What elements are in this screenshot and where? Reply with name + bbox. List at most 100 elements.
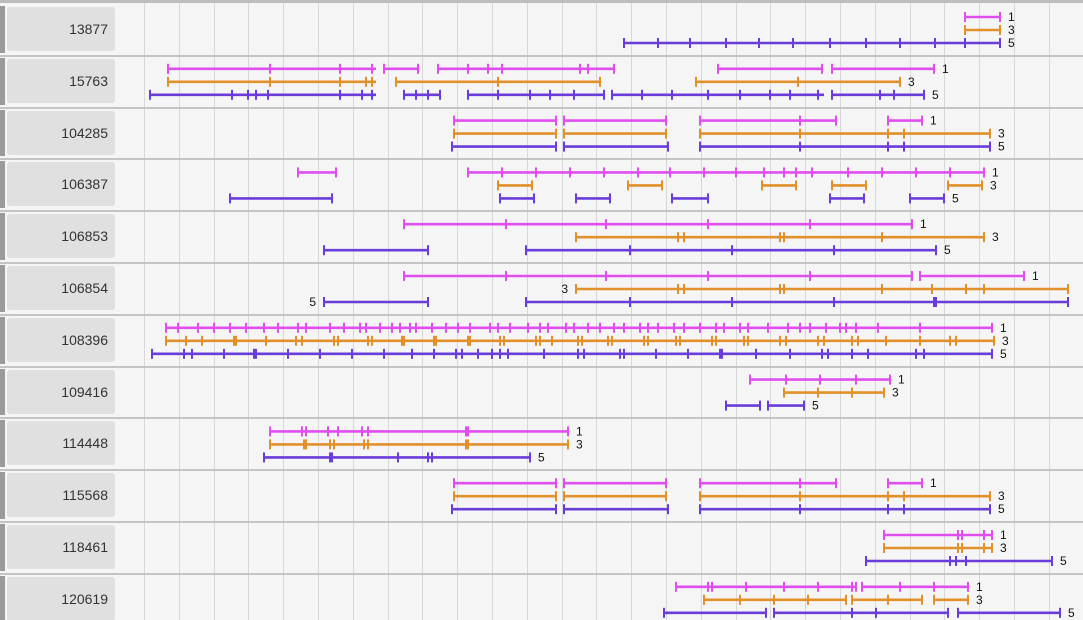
- row-label-106854[interactable]: 106854: [7, 266, 115, 310]
- grid-line: [457, 0, 458, 620]
- track-frame-1[interactable]: 1: [167, 62, 949, 76]
- track-frame-3[interactable]: 3: [783, 386, 899, 400]
- row-drag-handle[interactable]: [0, 420, 5, 468]
- track-frame-3[interactable]: 3: [497, 178, 997, 192]
- frame-label: 5: [309, 295, 316, 309]
- track-frame-5[interactable]: 5: [451, 502, 1005, 516]
- frame-label: 3: [998, 489, 1005, 503]
- track-frame-3[interactable]: 3: [453, 127, 1005, 141]
- grid-line: [770, 0, 771, 620]
- grid-line: [736, 0, 737, 620]
- frame-label: 5: [538, 450, 545, 464]
- track-frame-5[interactable]: 5: [229, 191, 959, 205]
- row-drag-handle[interactable]: [0, 316, 5, 364]
- track-frame-5[interactable]: 5: [149, 88, 939, 102]
- track-frame-3[interactable]: 3: [561, 282, 1069, 296]
- grid-line: [910, 0, 911, 620]
- track-frame-1[interactable]: 1: [453, 476, 937, 490]
- row-label-114448[interactable]: 114448: [7, 421, 115, 466]
- frame-label: 5: [812, 399, 819, 413]
- track-frame-3[interactable]: 3: [453, 489, 1005, 503]
- grid-line: [318, 0, 319, 620]
- grid-line: [492, 0, 493, 620]
- row-label-106387[interactable]: 106387: [7, 162, 115, 207]
- row-label-118461[interactable]: 118461: [7, 525, 115, 569]
- track-frame-5[interactable]: 5: [623, 36, 1015, 50]
- grid-line: [214, 0, 215, 620]
- track-frame-3[interactable]: 3: [269, 437, 583, 451]
- grid-line: [944, 0, 945, 620]
- row-drag-handle[interactable]: [0, 472, 5, 519]
- row-drag-handle[interactable]: [0, 575, 5, 620]
- frame-label: 3: [1002, 334, 1009, 348]
- track-frame-5[interactable]: 5: [323, 243, 951, 257]
- row-separator: [0, 572, 1083, 575]
- frame-label: 1: [930, 114, 937, 128]
- row-separator: [0, 106, 1083, 109]
- frame-label: 3: [990, 178, 997, 192]
- grid-line: [353, 0, 354, 620]
- frame-label: 1: [992, 165, 999, 179]
- track-frame-5[interactable]: 5: [865, 554, 1067, 568]
- frame-label: 5: [1000, 347, 1007, 361]
- frame-label: 5: [952, 191, 959, 205]
- row-drag-handle[interactable]: [0, 6, 5, 53]
- frame-label: 5: [1068, 606, 1075, 620]
- row-drag-handle[interactable]: [0, 161, 5, 209]
- track-frame-1[interactable]: 1: [964, 10, 1015, 24]
- track-frame-3[interactable]: 3: [883, 541, 1007, 555]
- frame-label: 1: [1008, 10, 1015, 24]
- track-frame-1[interactable]: 1: [403, 217, 927, 231]
- track-frame-1[interactable]: 1: [749, 373, 905, 387]
- frame-label: 1: [576, 424, 583, 438]
- row-label-108396[interactable]: 108396: [7, 317, 115, 362]
- row-label-115568[interactable]: 115568: [7, 473, 115, 518]
- track-frame-3[interactable]: 3: [575, 230, 999, 244]
- row-separator: [0, 262, 1083, 264]
- track-frame-5[interactable]: 5: [151, 347, 1007, 361]
- track-frame-5[interactable]: 5: [725, 399, 819, 413]
- grid-line: [840, 0, 841, 620]
- track-frame-3[interactable]: 3: [167, 75, 915, 89]
- grid-line: [1049, 0, 1050, 620]
- grid-line: [805, 0, 806, 620]
- grid-line: [701, 0, 702, 620]
- frame-label: 3: [576, 437, 583, 451]
- track-frame-1[interactable]: 1: [403, 269, 1039, 283]
- track-frame-5[interactable]: 5: [451, 140, 1005, 154]
- track-frame-3[interactable]: 3: [165, 334, 1009, 348]
- track-frame-1[interactable]: 1: [297, 165, 999, 179]
- row-label-13877[interactable]: 13877: [7, 7, 115, 51]
- row-label-104285[interactable]: 104285: [7, 110, 115, 155]
- frame-label: 3: [1008, 23, 1015, 37]
- track-frame-3[interactable]: 3: [964, 23, 1015, 37]
- row-drag-handle[interactable]: [0, 368, 5, 416]
- frame-label: 1: [930, 476, 937, 490]
- row-drag-handle[interactable]: [0, 265, 5, 312]
- frame-label: 5: [1060, 554, 1067, 568]
- track-frame-5[interactable]: 5: [309, 295, 1069, 309]
- row-label-106853[interactable]: 106853: [7, 214, 115, 259]
- row-separator: [0, 521, 1083, 523]
- track-frame-1[interactable]: 1: [269, 424, 583, 438]
- track-frame-5[interactable]: 5: [263, 450, 545, 464]
- track-frame-1[interactable]: 1: [883, 528, 1007, 542]
- track-frame-5[interactable]: 5: [663, 606, 1075, 620]
- frame-label: 3: [561, 282, 568, 296]
- row-drag-handle[interactable]: [0, 109, 5, 157]
- row-drag-handle[interactable]: [0, 57, 5, 105]
- row-label-109416[interactable]: 109416: [7, 369, 115, 414]
- track-frame-1[interactable]: 1: [675, 580, 983, 594]
- track-frame-1[interactable]: 1: [165, 321, 1007, 335]
- track-frame-3[interactable]: 3: [703, 593, 983, 607]
- grid-line: [283, 0, 284, 620]
- track-frame-1[interactable]: 1: [453, 114, 937, 128]
- row-label-15763[interactable]: 15763: [7, 58, 115, 103]
- row-label-120619[interactable]: 120619: [7, 576, 115, 620]
- frame-label: 1: [920, 217, 927, 231]
- row-drag-handle[interactable]: [0, 524, 5, 571]
- frame-label: 1: [976, 580, 983, 594]
- frame-label: 5: [1008, 36, 1015, 50]
- grid-line: [422, 0, 423, 620]
- row-drag-handle[interactable]: [0, 213, 5, 260]
